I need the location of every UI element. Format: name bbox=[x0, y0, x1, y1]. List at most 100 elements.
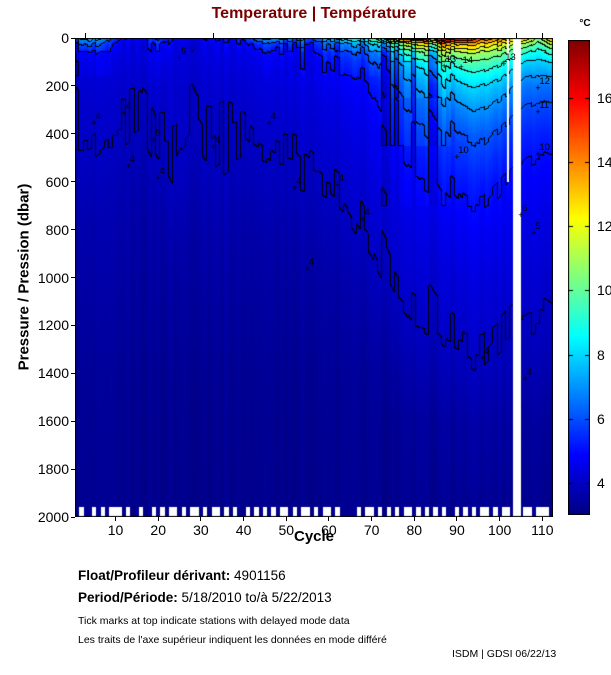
colorbar-tick-label: 10 bbox=[597, 282, 611, 299]
period-line: Period/Période: 5/18/2010 to/à 5/22/2013 bbox=[78, 590, 332, 605]
x-tick-mark bbox=[285, 517, 287, 521]
contour-label-plus: + bbox=[360, 213, 366, 224]
y-tick-mark bbox=[71, 133, 75, 135]
y-tick-label: 800 bbox=[45, 221, 69, 238]
contour-label: 13 bbox=[445, 53, 457, 65]
contour-label: 4 bbox=[129, 154, 135, 166]
contour-label-plus: + bbox=[155, 173, 161, 184]
contour-label-plus: + bbox=[266, 118, 272, 129]
x-tick-label: 100 bbox=[487, 522, 512, 538]
x-tick-label: 20 bbox=[150, 522, 166, 538]
note-french: Les traits de l'axe supérieur indiquent … bbox=[78, 634, 387, 646]
contour-label: 4 bbox=[296, 175, 302, 187]
delayed-mode-tick bbox=[443, 33, 445, 38]
contour-label-plus: + bbox=[91, 118, 97, 129]
contour-label-plus: + bbox=[304, 264, 311, 275]
contour-label: 14 bbox=[462, 54, 474, 66]
contour-label-plus: + bbox=[535, 107, 541, 118]
contour-label: 4 bbox=[364, 206, 370, 218]
delayed-mode-tick bbox=[400, 33, 402, 38]
float-id-value: 4901156 bbox=[234, 568, 286, 583]
x-tick-mark bbox=[115, 517, 117, 521]
contour-label: 6 bbox=[180, 46, 187, 58]
period-value: 5/18/2010 to/à 5/22/2013 bbox=[181, 590, 332, 605]
y-tick-label: 0 bbox=[61, 30, 69, 46]
delayed-mode-tick bbox=[213, 33, 215, 38]
contour-label-plus: + bbox=[522, 374, 528, 385]
x-tick-mark bbox=[157, 517, 159, 521]
contour-label-plus: + bbox=[501, 59, 507, 70]
y-tick-label: 1200 bbox=[37, 317, 69, 334]
contour-label-plus: + bbox=[479, 352, 486, 363]
x-tick-label: 50 bbox=[278, 522, 295, 538]
x-tick-label: 90 bbox=[449, 522, 465, 538]
colorbar-unit-label: °C bbox=[579, 18, 591, 29]
contour-label-plus: + bbox=[518, 210, 524, 221]
y-tick-mark bbox=[71, 516, 75, 518]
contour-label-plus: + bbox=[210, 141, 217, 152]
delayed-mode-tick bbox=[85, 33, 87, 38]
y-tick-label: 600 bbox=[45, 173, 69, 190]
contour-label: 4 bbox=[270, 111, 276, 123]
contour-label-plus: + bbox=[334, 180, 340, 191]
x-tick-label: 110 bbox=[531, 522, 554, 538]
x-tick-mark bbox=[243, 517, 245, 521]
contour-label: 4 bbox=[526, 367, 532, 379]
colorbar-tick-label: 14 bbox=[597, 153, 611, 170]
y-tick-label: 1600 bbox=[37, 413, 69, 430]
contour-label: 11 bbox=[539, 100, 550, 112]
contour-label-plus: + bbox=[441, 60, 447, 71]
y-tick-mark bbox=[71, 277, 75, 278]
delayed-mode-tick bbox=[371, 33, 373, 38]
x-tick-label: 40 bbox=[235, 522, 252, 538]
contour-label: 4 bbox=[159, 166, 165, 178]
y-tick-label: 1800 bbox=[37, 461, 69, 478]
contour-label: 4 bbox=[308, 257, 315, 269]
x-tick-label: 30 bbox=[193, 522, 209, 538]
y-tick-label: 1000 bbox=[37, 269, 69, 286]
float-id-label: Float/Profileur dérivant: bbox=[78, 568, 231, 583]
contour-label: 10 bbox=[539, 142, 550, 154]
delayed-mode-tick bbox=[516, 33, 518, 38]
x-axis-title: Cycle bbox=[293, 528, 335, 545]
contour-label: 4 bbox=[338, 173, 345, 185]
contour-label: 13 bbox=[505, 52, 516, 64]
x-tick-label: 10 bbox=[107, 522, 124, 538]
x-tick-mark bbox=[371, 517, 373, 521]
colorbar-canvas bbox=[568, 40, 590, 515]
y-tick-mark bbox=[71, 37, 75, 39]
x-tick-mark bbox=[200, 517, 202, 521]
contour-label: 4 bbox=[125, 101, 131, 113]
y-tick-mark bbox=[71, 181, 75, 183]
contour-label: 6 bbox=[522, 203, 528, 215]
period-label: Period/Période: bbox=[78, 590, 178, 605]
contour-label: 5 bbox=[155, 127, 161, 139]
colorbar-tick-label: 12 bbox=[597, 218, 611, 235]
contour-label-plus: + bbox=[531, 228, 537, 239]
page-title: Temperature | Température bbox=[211, 5, 417, 22]
y-tick-label: 200 bbox=[45, 77, 69, 94]
note-english: Tick marks at top indicate stations with… bbox=[78, 615, 350, 627]
y-tick-label: 2000 bbox=[37, 509, 69, 525]
delayed-mode-tick bbox=[413, 33, 415, 38]
y-tick-mark bbox=[71, 85, 75, 87]
x-tick-label: 80 bbox=[406, 522, 423, 538]
contour-label-plus: + bbox=[535, 149, 541, 160]
colorbar-tick-label: 6 bbox=[597, 410, 605, 427]
contour-label-plus: + bbox=[125, 161, 131, 172]
y-tick-label: 1400 bbox=[37, 365, 69, 382]
y-tick-mark bbox=[71, 372, 75, 374]
credit-stamp: ISDM | GDSI 06/22/13 bbox=[452, 648, 557, 660]
x-tick-label: 60 bbox=[321, 522, 337, 538]
y-tick-mark bbox=[71, 420, 75, 422]
contour-label-plus: + bbox=[292, 182, 298, 193]
contour-label: 12 bbox=[539, 76, 550, 88]
delayed-mode-tick bbox=[541, 33, 543, 38]
x-tick-label: 70 bbox=[363, 522, 380, 538]
contour-label-plus: + bbox=[535, 83, 541, 94]
heatmap-canvas bbox=[75, 38, 553, 517]
x-tick-mark bbox=[541, 517, 543, 521]
colorbar-tick-label: 8 bbox=[597, 346, 605, 363]
y-tick-mark bbox=[71, 229, 75, 231]
